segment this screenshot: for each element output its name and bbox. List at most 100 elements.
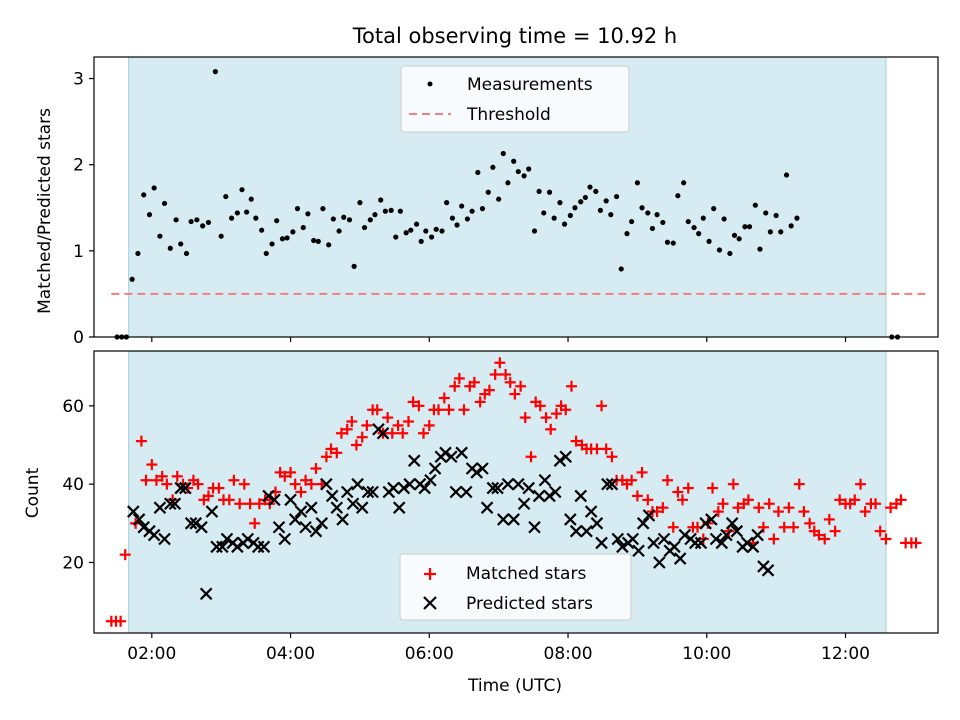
matched-star-point: [234, 498, 246, 510]
matched-star-point: [489, 369, 501, 380]
measurement-point: [624, 231, 630, 237]
matched-star-point: [135, 435, 147, 447]
measurement-point: [449, 215, 456, 221]
predicted-star-point: [184, 517, 198, 530]
matched-star-point: [772, 506, 784, 518]
measurement-point: [223, 193, 229, 200]
y-tick-label: 2: [73, 156, 84, 176]
predicted-star-point: [147, 528, 161, 542]
predicted-star-point: [559, 450, 572, 464]
predicted-star-point: [366, 485, 379, 499]
measurement-point: [485, 189, 491, 195]
measurement-point: [767, 229, 773, 235]
matched-star-point: [642, 494, 654, 506]
predicted-star-point: [636, 517, 650, 530]
matched-star-point: [244, 498, 256, 510]
predicted-star-point: [501, 477, 515, 491]
measurement-point: [294, 206, 301, 212]
measurement-point: [691, 224, 697, 231]
matched-star-point: [228, 474, 240, 486]
matched-star-point: [707, 482, 719, 494]
matched-star-point: [509, 388, 521, 400]
matched-star-point: [494, 357, 506, 369]
predicted-star-point: [346, 497, 360, 511]
predicted-star-point: [272, 520, 286, 534]
measurement-point: [464, 216, 471, 222]
predicted-star-point: [392, 501, 406, 514]
measurement-point: [146, 212, 153, 218]
predicted-star-point: [730, 524, 744, 538]
measurement-point: [228, 215, 235, 221]
matched-star-point: [443, 404, 455, 416]
matched-star-point: [413, 400, 425, 412]
top-y-ticks: 0 1 2 3: [73, 70, 94, 348]
measurement-point: [490, 164, 496, 170]
measurement-point: [685, 218, 691, 225]
y-tick-label: 20: [62, 554, 84, 574]
matched-star-point: [717, 498, 729, 510]
matched-star-point: [418, 427, 430, 439]
matched-star-point: [397, 427, 409, 439]
measurement-point: [330, 216, 336, 222]
measurement-point: [320, 206, 326, 212]
measurement-point: [205, 219, 212, 226]
predicted-star-point: [220, 532, 234, 546]
y-tick-label: 3: [73, 70, 84, 90]
measurement-point: [721, 216, 727, 222]
matched-star-point: [468, 376, 480, 388]
x-tick-label: 08:00: [544, 644, 593, 664]
predicted-star-point: [340, 485, 354, 499]
measurement-point: [378, 197, 384, 203]
measurement-point: [397, 208, 403, 214]
predicted-star-point: [424, 473, 437, 487]
matched-star-point: [596, 400, 608, 412]
predicted-star-point: [153, 501, 167, 514]
predicted-star-point: [189, 517, 203, 530]
matched-star-point: [453, 372, 465, 384]
measurement-point: [752, 202, 758, 208]
predicted-star-point: [642, 509, 656, 522]
matched-star-point: [156, 470, 168, 482]
predicted-star-point: [580, 524, 593, 538]
predicted-star-point: [574, 489, 588, 503]
predicted-star-point: [355, 501, 369, 514]
predicted-star-point: [564, 513, 577, 526]
measurement-point: [253, 215, 259, 221]
measurement-point: [654, 212, 660, 218]
matched-star-point: [787, 521, 799, 533]
measurement-point: [194, 217, 200, 223]
predicted-stars-points: [127, 423, 775, 601]
measurement-point: [326, 242, 332, 248]
legend-matched-label: Matched stars: [466, 564, 586, 584]
predicted-star-point: [480, 501, 494, 514]
matched-star-point: [161, 478, 173, 490]
measurement-point: [234, 210, 240, 216]
measurement-point: [183, 250, 190, 257]
predicted-star-point: [174, 481, 187, 495]
predicted-star-point: [325, 489, 339, 503]
measurement-point: [521, 173, 527, 179]
matched-star-point: [331, 447, 343, 459]
measurement-point: [459, 203, 465, 209]
measurement-point: [135, 250, 141, 257]
matched-star-point: [171, 470, 183, 482]
predicted-star-point: [216, 540, 229, 554]
predicted-star-point: [320, 477, 333, 491]
measurement-point: [593, 188, 599, 194]
measurement-point: [151, 185, 157, 191]
measurement-point: [500, 150, 506, 157]
measurement-point: [660, 219, 666, 226]
measurement-point: [403, 230, 409, 236]
measurement-point: [141, 192, 147, 198]
matched-star-point: [870, 498, 882, 510]
predicted-star-point: [543, 489, 556, 503]
predicted-star-point: [647, 536, 660, 550]
predicted-star-point: [673, 552, 687, 565]
matched-star-point: [500, 369, 512, 380]
bottom-y-axis-label: Count: [23, 467, 43, 518]
matched-star-point: [140, 474, 152, 486]
matched-star-point: [423, 419, 435, 431]
measurement-point: [346, 217, 353, 223]
matched-star-point: [823, 513, 835, 525]
matched-star-point: [253, 498, 265, 510]
